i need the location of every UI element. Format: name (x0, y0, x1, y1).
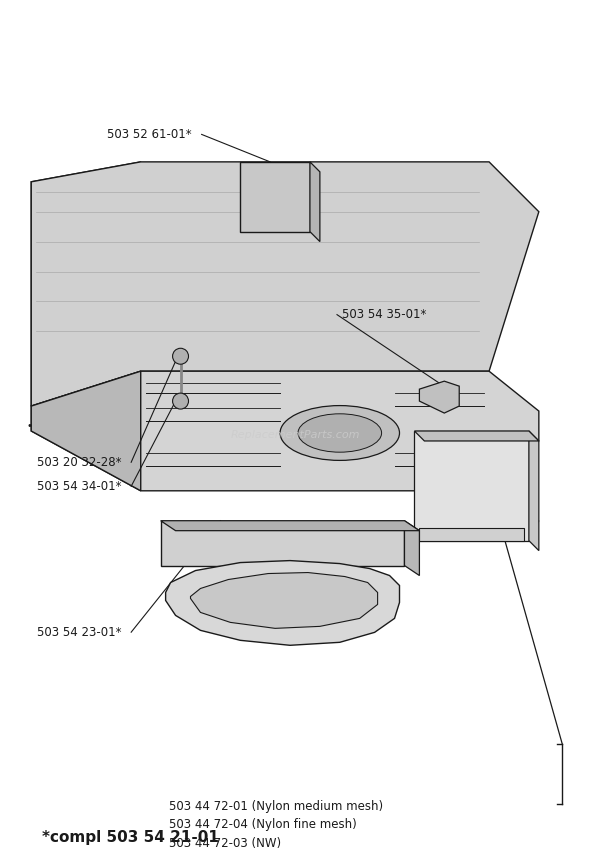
Text: 503 54 35-01*: 503 54 35-01* (342, 308, 427, 321)
Polygon shape (414, 431, 529, 541)
Text: ReplacementParts.com: ReplacementParts.com (230, 430, 360, 440)
Polygon shape (31, 371, 539, 491)
Polygon shape (160, 521, 419, 530)
Text: *compl 503 54 21-01: *compl 503 54 21-01 (42, 829, 219, 845)
Polygon shape (166, 561, 399, 645)
Ellipse shape (280, 406, 399, 461)
Text: 503 44 72-01 (Nylon medium mesh): 503 44 72-01 (Nylon medium mesh) (169, 800, 383, 813)
Circle shape (173, 348, 188, 364)
Text: 503 20 32-28*: 503 20 32-28* (37, 455, 121, 468)
Polygon shape (405, 521, 419, 575)
Polygon shape (191, 573, 378, 629)
Text: 503 54 23-01*: 503 54 23-01* (37, 626, 121, 639)
Polygon shape (31, 371, 141, 491)
Polygon shape (310, 162, 320, 242)
Polygon shape (529, 431, 539, 551)
Circle shape (173, 393, 188, 409)
Polygon shape (419, 528, 524, 541)
Polygon shape (419, 381, 459, 413)
Polygon shape (414, 521, 539, 541)
Text: •: • (27, 421, 32, 431)
Text: 503 44 72-03 (NW): 503 44 72-03 (NW) (169, 838, 281, 851)
Ellipse shape (298, 414, 382, 452)
Polygon shape (31, 162, 539, 406)
Polygon shape (240, 162, 310, 232)
Polygon shape (414, 431, 539, 441)
Text: 503 54 34-01*: 503 54 34-01* (37, 480, 121, 492)
Polygon shape (31, 162, 141, 406)
Text: 503 52 61-01*: 503 52 61-01* (107, 128, 192, 141)
Text: 503 44 72-04 (Nylon fine mesh): 503 44 72-04 (Nylon fine mesh) (169, 819, 356, 832)
Polygon shape (160, 521, 405, 566)
